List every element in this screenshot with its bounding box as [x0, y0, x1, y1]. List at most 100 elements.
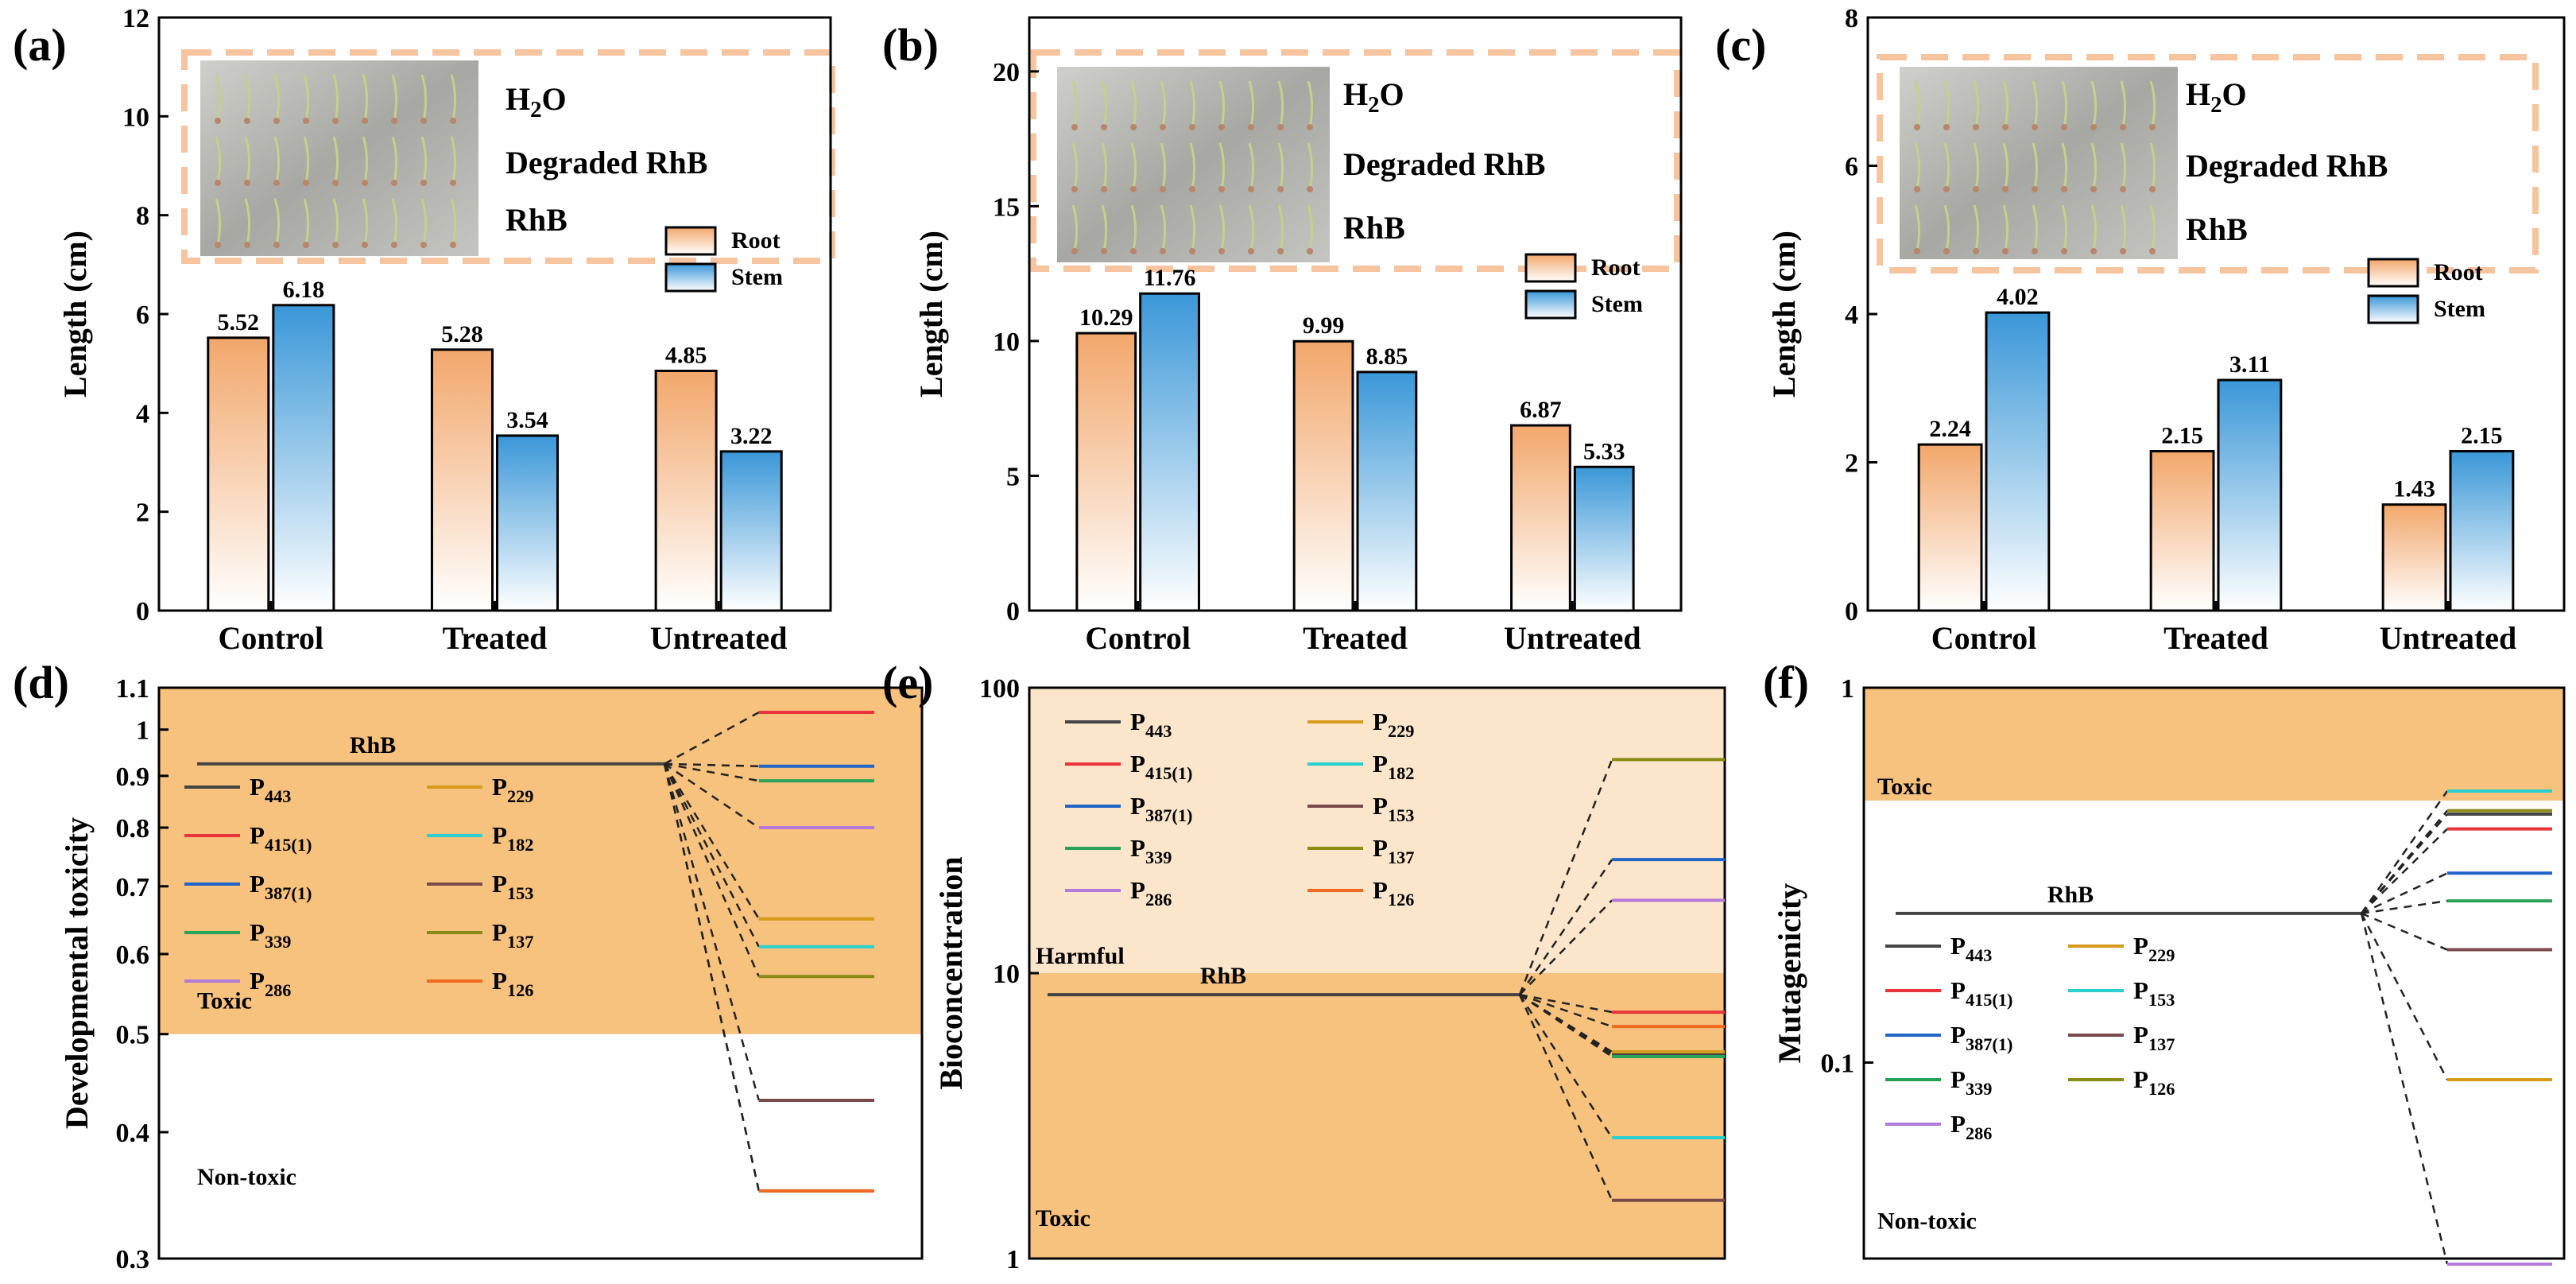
seed-dot	[420, 242, 427, 248]
legend-label-stem: Stem	[731, 264, 783, 290]
seed-dot	[1160, 186, 1166, 192]
panel-f: (f) 0.1 1 Mutagenicity Toxic Non-toxic RhB P443…	[1763, 657, 2566, 1266]
legend-label-339: P339	[1130, 834, 1172, 867]
x-category-label: Control	[219, 620, 324, 656]
panel-label: (b)	[882, 19, 939, 71]
axes-frame	[1862, 686, 2566, 1260]
panel-label: (c)	[1715, 19, 1766, 71]
y-axis-label: Bioconcentration	[933, 856, 969, 1089]
seed-dot	[362, 180, 368, 186]
seedling-stroke	[1071, 142, 1079, 190]
seed-dot	[2002, 186, 2009, 192]
legend-label-286: P286	[250, 967, 291, 1000]
legend-label-415(1): P415(1)	[1950, 976, 2012, 1010]
seed-dot	[244, 118, 250, 124]
bar-value-label: 2.24	[1929, 416, 1971, 442]
inset-label-degraded: Degraded RhB	[2186, 148, 2388, 184]
y-tick-label: 1.1	[116, 674, 150, 704]
seedling-stroke	[1914, 142, 1921, 190]
seed-dot	[420, 180, 427, 186]
seed-dot	[1307, 124, 1313, 130]
bar-value-label: 2.15	[2461, 423, 2503, 449]
seedling-stroke	[215, 136, 222, 184]
fan-connector	[1518, 994, 1613, 1201]
seedling-stroke	[1071, 80, 1079, 128]
seedling-stroke	[303, 136, 310, 184]
legend-swatch-stem	[664, 262, 717, 293]
x-category-label: Treated	[1303, 620, 1408, 656]
seed-dot	[362, 242, 368, 248]
seed-dot	[1248, 124, 1254, 130]
seedling-stroke	[2120, 80, 2127, 128]
y-tick-label: 0.5	[116, 1021, 150, 1050]
seed-dot	[1277, 186, 1284, 192]
seedling-stroke	[244, 198, 251, 246]
seed-dot	[1307, 248, 1313, 254]
seedling-stroke	[1248, 204, 1255, 252]
seedling-stroke	[1189, 142, 1196, 190]
seed-dot	[1130, 124, 1137, 130]
legend-label-126: P126	[492, 967, 533, 1000]
seed-dot	[2120, 248, 2126, 254]
bar-stem	[1139, 292, 1200, 612]
x-category-label: Control	[1931, 620, 2037, 656]
seedling-stroke	[332, 198, 339, 246]
seedling-stroke	[273, 136, 281, 184]
y-tick-label: 0.9	[116, 762, 150, 792]
bar-stem	[272, 304, 335, 612]
legend-label-387(1): P387(1)	[1950, 1021, 2012, 1054]
seedling-stroke	[2090, 142, 2098, 190]
seedling-stroke	[1189, 204, 1196, 252]
y-tick-label: 1	[1841, 674, 1854, 704]
inset-label-rhb: RhB	[2186, 211, 2248, 247]
inset-label-h2o: H2O	[506, 81, 567, 122]
legend-label-153: P153	[2133, 976, 2175, 1010]
y-tick-label: 8	[136, 202, 149, 231]
y-tick-label: 1	[1006, 1245, 1020, 1274]
legend-label-339: P339	[250, 918, 291, 952]
x-category-label: Treated	[443, 620, 548, 656]
seed-dot	[2090, 124, 2097, 130]
seedling-strokes	[1914, 80, 2156, 254]
legend-swatch-stem	[2367, 294, 2419, 324]
bar-value-label: 8.85	[1366, 343, 1408, 370]
x-category-label: Control	[1085, 620, 1191, 656]
panel-label: (a)	[13, 19, 67, 71]
seed-dot	[1973, 124, 1979, 130]
y-tick-label: 0.3	[116, 1245, 150, 1274]
seedling-stroke	[420, 136, 428, 184]
seedling-stroke	[1189, 80, 1196, 128]
y-tick-label: 10	[122, 103, 149, 132]
fan-connector	[2361, 899, 2448, 915]
fan-connector	[1519, 994, 1613, 1053]
bar-value-label: 6.87	[1520, 397, 1562, 423]
seedling-strokes	[1071, 80, 1314, 254]
legend-label-182: P182	[492, 821, 533, 855]
seed-dot	[303, 118, 309, 124]
fan-connector	[2360, 913, 2449, 1080]
seedling-stroke	[215, 74, 222, 122]
fan-connector	[664, 762, 759, 767]
bar-value-label: 6.18	[283, 277, 325, 303]
legend-label-126: P126	[2133, 1065, 2175, 1099]
seed-dot	[1071, 186, 1078, 192]
seedling-stroke	[1277, 80, 1284, 128]
inset-label-degraded: Degraded RhB	[1343, 146, 1545, 182]
legend-label-root: Root	[731, 227, 781, 254]
y-tick-label: 0.8	[116, 814, 150, 844]
fan-connector	[1519, 899, 1613, 996]
seed-dot	[1307, 186, 1313, 192]
fan-connector	[663, 763, 761, 1192]
bar-value-label: 9.99	[1303, 312, 1345, 339]
seed-dot	[1277, 248, 1284, 254]
seed-dot	[2061, 186, 2067, 192]
seed-dot	[362, 118, 368, 124]
seed-dot	[1943, 186, 1950, 192]
legend-label-286: P286	[1130, 876, 1172, 910]
seed-dot	[1973, 186, 1979, 192]
seed-dot	[2002, 124, 2009, 130]
x-category-label: Untreated	[1504, 620, 1641, 656]
x-category-label: Treated	[2163, 620, 2268, 656]
bar-stem	[1985, 311, 2051, 612]
